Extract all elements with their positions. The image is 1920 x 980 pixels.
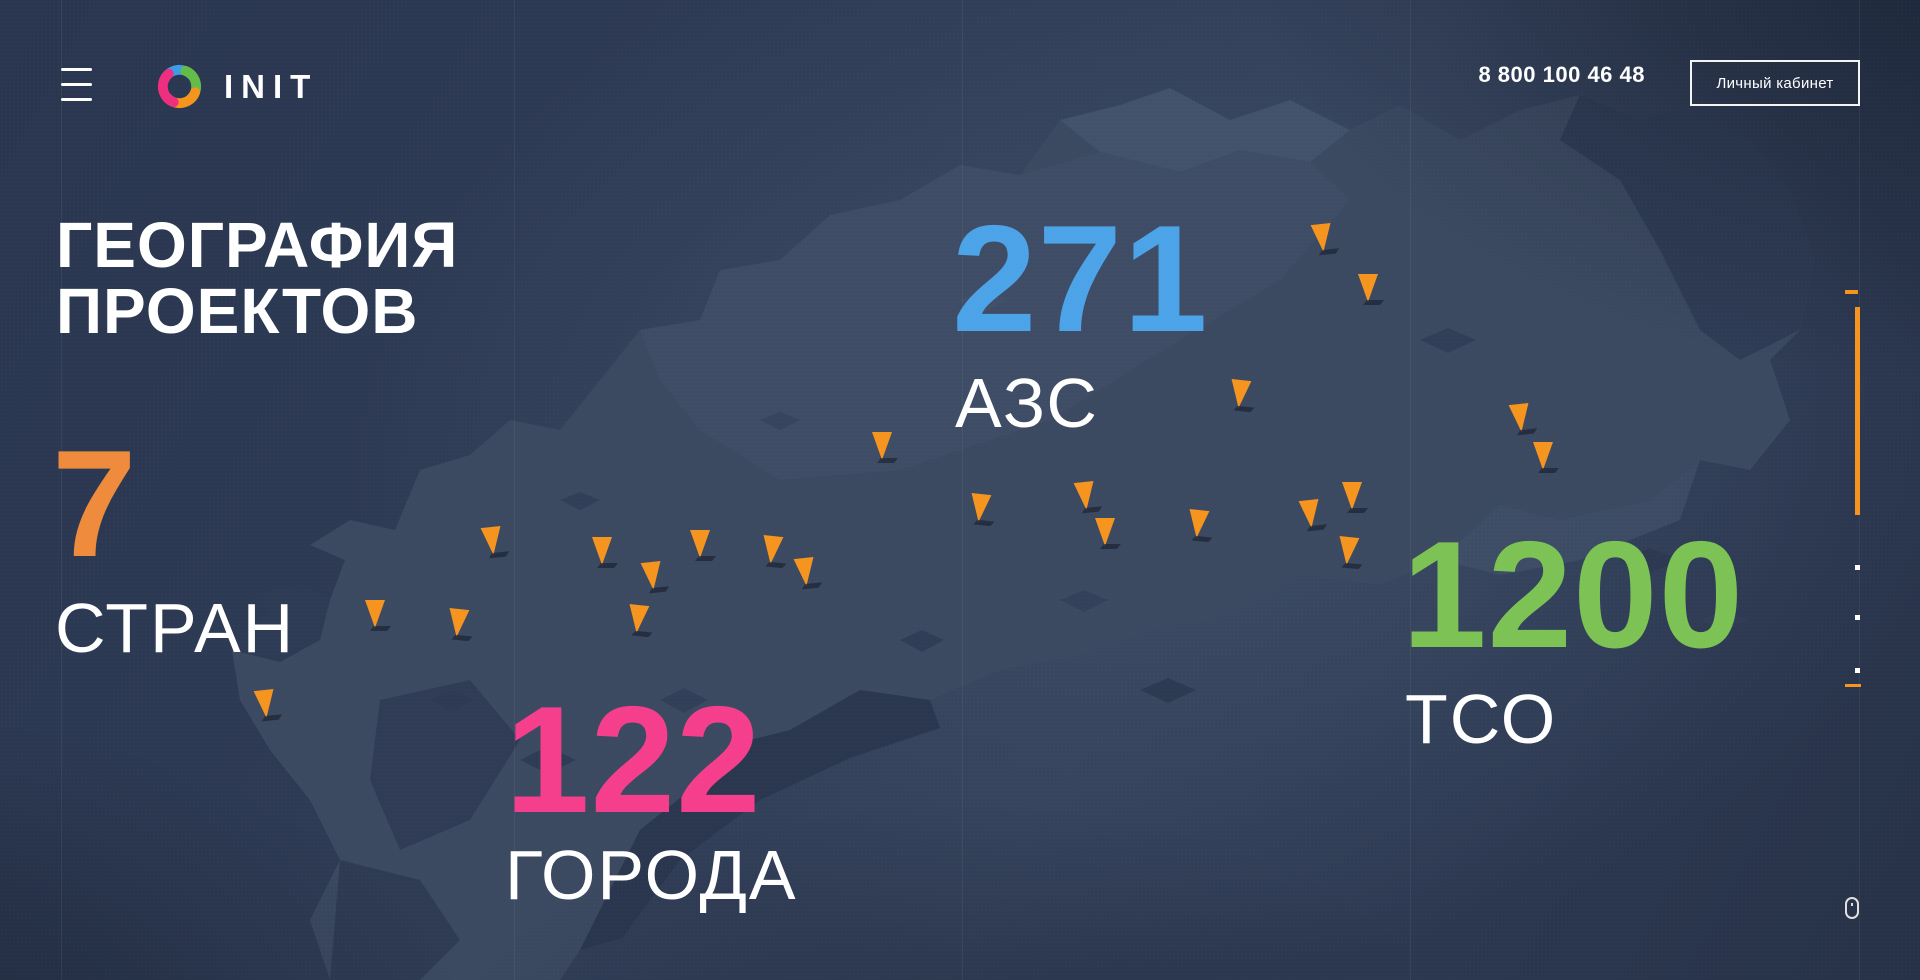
location-pin-icon	[1073, 481, 1097, 511]
personal-account-button[interactable]: Личный кабинет	[1690, 60, 1860, 106]
stat-gas-stations-label: АЗС	[955, 364, 1099, 442]
stat-countries-label: СТРАН	[55, 589, 296, 667]
rail-section-dot[interactable]	[1855, 615, 1860, 620]
init-logo-icon[interactable]	[152, 59, 207, 114]
menu-hamburger-icon[interactable]	[61, 68, 92, 101]
location-pin-icon	[365, 600, 385, 628]
location-pin-icon	[1358, 274, 1378, 302]
page-title: ГЕОГРАФИЯ ПРОЕКТОВ	[56, 212, 458, 344]
location-pin-icon	[872, 432, 892, 460]
mouse-scroll-icon	[1845, 897, 1859, 919]
page-title-line1: ГЕОГРАФИЯ	[56, 209, 459, 281]
location-pin-icon	[1186, 509, 1210, 539]
location-pin-icon	[1298, 499, 1322, 529]
stat-tso-label: ТСО	[1405, 680, 1558, 758]
phone-number[interactable]: 8 800 100 46 48	[1478, 62, 1645, 87]
location-pin-icon	[446, 608, 470, 638]
location-pin-icon	[793, 557, 817, 587]
location-pin-icon	[1336, 536, 1360, 566]
rail-section-dot[interactable]	[1855, 565, 1860, 570]
location-pin-icon	[253, 689, 277, 719]
location-pin-icon	[760, 535, 784, 565]
location-pin-icon	[592, 537, 612, 565]
location-pin-icon	[626, 604, 650, 634]
location-pin-icon	[1342, 482, 1362, 510]
page-title-line2: ПРОЕКТОВ	[56, 275, 419, 347]
brand-name[interactable]: INIT	[224, 68, 319, 105]
location-pin-icon	[1508, 403, 1532, 433]
location-pin-icon	[690, 530, 710, 558]
stat-gas-stations-value: 271	[952, 194, 1209, 364]
stat-countries-value: 7	[52, 419, 138, 589]
location-pin-icon	[1533, 442, 1553, 470]
location-pin-icon	[640, 561, 664, 591]
stat-tso-value: 1200	[1402, 510, 1745, 680]
location-pin-icon	[968, 493, 992, 523]
stat-cities-label: ГОРОДА	[505, 836, 798, 914]
location-pin-icon	[1228, 379, 1252, 409]
location-pin-icon	[480, 526, 504, 556]
logo-arc-pink	[157, 68, 179, 108]
location-pin-icon	[1095, 518, 1115, 546]
stat-cities-value: 122	[505, 675, 762, 845]
location-pin-icon	[1310, 223, 1334, 253]
rail-section-dot[interactable]	[1855, 668, 1860, 673]
